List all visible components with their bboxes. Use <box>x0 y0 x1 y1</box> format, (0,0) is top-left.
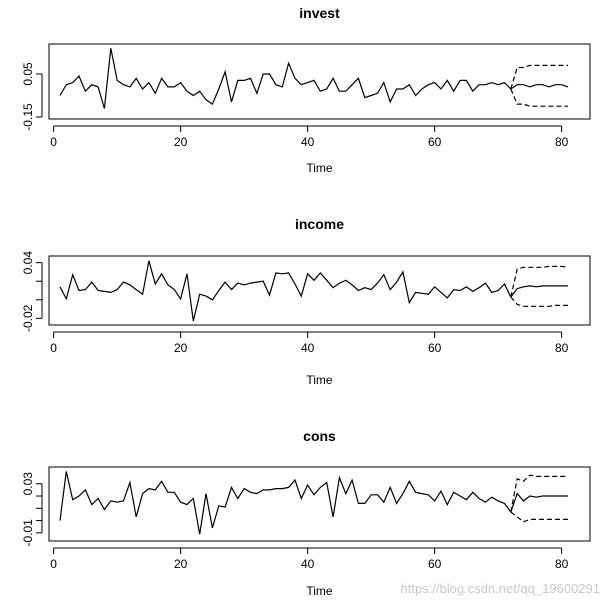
series-forecast-bound <box>510 474 568 513</box>
series-forecast-bound <box>510 88 568 107</box>
series-forecast <box>510 285 568 298</box>
series-forecast-bound <box>510 265 569 298</box>
y-tick-label: 0.05 <box>21 62 35 86</box>
x-tick-label: 20 <box>174 135 188 149</box>
watermark: https://blog.csdn.net/qq_19600291 <box>400 581 601 596</box>
x-tick-label: 0 <box>50 341 57 355</box>
series-forecast <box>510 492 568 513</box>
chart-title: cons <box>303 428 336 444</box>
series-forecast <box>510 84 569 90</box>
chart-title: invest <box>299 5 340 21</box>
x-axis-label: Time <box>306 161 333 175</box>
x-tick-label: 80 <box>555 557 569 571</box>
y-tick-label: -0.02 <box>21 304 35 332</box>
x-tick-label: 60 <box>428 135 442 149</box>
panel-income: income 0 20 40 60 80 Time -0.02 0.04 <box>21 216 591 387</box>
x-tick-label: 60 <box>428 557 442 571</box>
plot-frame <box>48 466 591 542</box>
x-tick-label: 20 <box>174 557 188 571</box>
series-forecast-bound <box>510 511 568 523</box>
x-tick-label: 40 <box>301 341 315 355</box>
series-forecast-bound <box>510 64 568 90</box>
panel-invest: invest 0 20 40 60 80 Time -0.15 0.05 <box>21 5 591 175</box>
x-tick-label: 40 <box>301 557 315 571</box>
x-tick-label: 40 <box>301 135 315 149</box>
plot-frame <box>48 255 591 326</box>
y-tick-label: 0.04 <box>21 251 35 275</box>
y-tick-label: -0.01 <box>21 519 35 547</box>
x-tick-label: 0 <box>50 135 57 149</box>
series-forecast-bound <box>510 296 568 307</box>
series-observed <box>59 48 512 109</box>
y-tick-label: 0.03 <box>21 472 35 496</box>
x-axis-label: Time <box>306 584 333 598</box>
x-tick-label: 20 <box>174 341 188 355</box>
x-tick-label: 80 <box>555 341 569 355</box>
chart-title: income <box>295 216 344 232</box>
panel-cons: cons 0 20 40 60 80 Time -0.01 0.03 <box>21 428 591 598</box>
x-tick-label: 0 <box>50 557 57 571</box>
plot-frame <box>48 43 591 120</box>
x-axis-label: Time <box>306 373 333 387</box>
series-observed <box>59 260 512 322</box>
y-tick-label: -0.15 <box>21 103 35 131</box>
series-observed <box>59 471 512 535</box>
x-tick-label: 80 <box>555 135 569 149</box>
x-tick-label: 60 <box>428 341 442 355</box>
